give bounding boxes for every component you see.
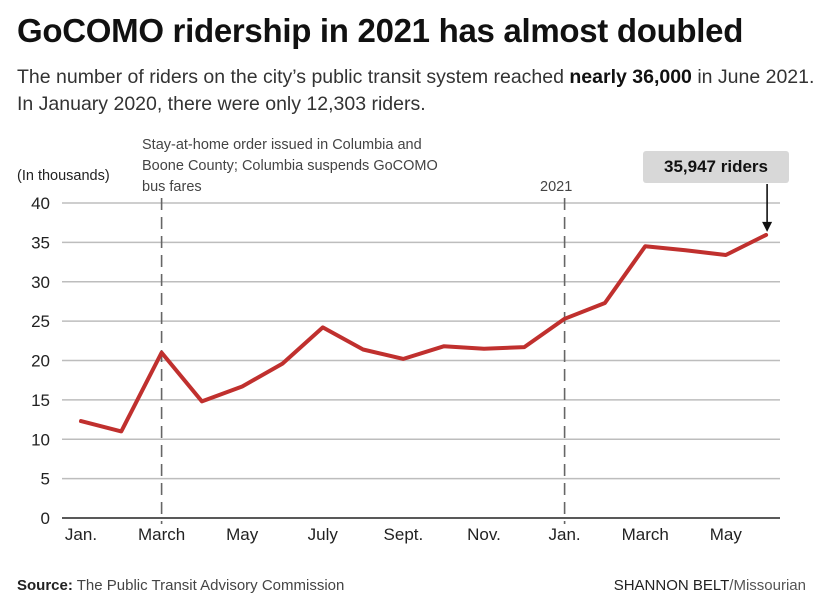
x-tick-label: March [622,525,669,544]
data-point [603,301,607,305]
y-tick-label: 0 [41,509,50,528]
source-note: Source: The Public Transit Advisory Comm… [17,577,344,594]
ridership-series-line [79,232,769,434]
subtitle-text-1: The number of riders on the city’s publi… [17,66,570,88]
data-point [482,347,486,351]
chart-subtitle: The number of riders on the city’s publi… [17,64,817,118]
y-axis-unit-label: (In thousands) [17,168,110,184]
x-tick-label: Sept. [384,525,424,544]
x-tick-label: May [710,525,743,544]
chart-title: GoCOMO ridership in 2021 has almost doub… [17,12,744,49]
data-point [724,253,728,257]
y-tick-label: 35 [31,233,50,252]
source-text: The Public Transit Advisory Commission [72,577,345,594]
credit-publication: /Missourian [729,577,806,594]
data-point [79,419,83,423]
data-point [563,317,567,321]
y-tick-label: 5 [41,470,50,489]
x-tick-label: July [308,525,339,544]
credit-name: SHANNON BELT [613,577,730,594]
data-point [119,429,123,433]
y-tick-label: 20 [31,352,50,371]
year-2021-marker: 2021 [540,179,573,195]
credit-line: SHANNON BELT/Missourian [614,577,806,594]
source-label: Source: [17,577,73,594]
data-point [361,347,365,351]
data-point [764,233,768,237]
y-tick-label: 25 [31,312,50,331]
data-point [643,244,647,248]
y-tick-label: 10 [31,430,50,449]
callout-arrow-head [762,221,773,232]
y-tick-label: 15 [31,391,50,410]
x-tick-label: Nov. [467,525,501,544]
x-tick-label: Jan. [65,525,97,544]
data-point [442,344,446,348]
subtitle-highlight: nearly 36,000 [569,66,692,88]
stay-at-home-annotation: Stay-at-home order issued in Columbia an… [142,137,438,195]
y-tick-label: 30 [31,273,50,292]
data-point [684,248,687,252]
data-point [240,384,244,388]
data-point [401,357,405,361]
x-tick-label: March [138,525,185,544]
y-tick-label: 40 [31,194,50,213]
data-point [281,362,284,366]
peak-riders-callout: 35,947 riders [643,151,789,183]
subtitle-text-2: in June 2021. In January 2020, there wer… [17,66,815,115]
data-point [160,351,164,355]
data-point [321,325,325,329]
x-tick-label: May [226,525,259,544]
x-tick-label: Jan. [549,525,581,544]
data-point [200,399,204,403]
data-point [522,345,526,349]
